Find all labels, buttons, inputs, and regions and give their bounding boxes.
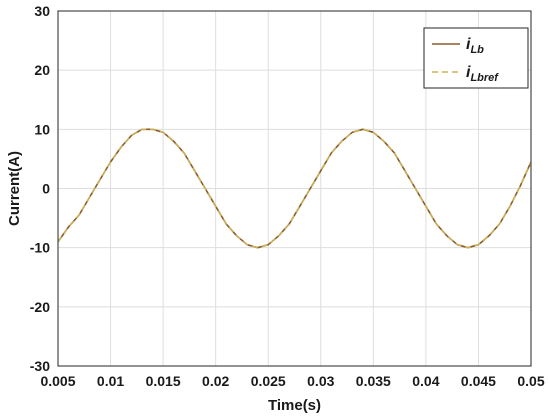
y-tick-label: 10 [34, 121, 50, 137]
x-tick-label: 0.05 [517, 373, 544, 389]
y-tick-label: -30 [30, 358, 50, 374]
x-tick-label: 0.03 [307, 373, 334, 389]
x-axis-label: Time(s) [268, 397, 321, 414]
x-tick-label: 0.045 [461, 373, 496, 389]
x-tick-label: 0.01 [97, 373, 124, 389]
series-group [57, 128, 532, 249]
plot-area-frame [57, 10, 532, 367]
y-tick-label: 20 [34, 62, 50, 78]
x-tick-label: 0.035 [356, 373, 391, 389]
x-tick-label: 0.005 [40, 373, 75, 389]
x-tick-label: 0.02 [202, 373, 229, 389]
legend-entry: iLbref [466, 64, 499, 84]
legend: iLb iLbref [423, 27, 529, 89]
series-line [57, 128, 532, 249]
y-axis-label: Current(A) [6, 151, 23, 226]
legend-entry: iLb [466, 36, 484, 56]
y-tick-label: -10 [30, 240, 50, 256]
x-tick-label: 0.025 [251, 373, 286, 389]
x-tick-label: 0.015 [146, 373, 181, 389]
y-tick-label: -20 [30, 299, 50, 315]
y-tick-label: 30 [34, 3, 50, 19]
tick-labels: 0.005 0.01 0.015 0.02 0.025 0.03 0.035 0.04 0.04… [30, 3, 545, 389]
x-tick-label: 0.04 [412, 373, 439, 389]
y-tick-label: 0 [42, 181, 50, 197]
legend-box [423, 27, 529, 89]
